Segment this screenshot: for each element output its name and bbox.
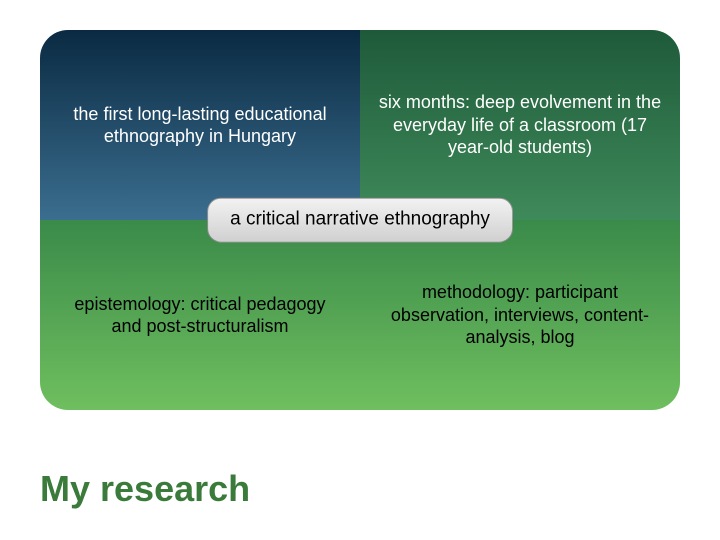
slide: the first long-lasting educational ethno… [0, 0, 720, 540]
quad-bl-text: epistemology: critical pedagogy and post… [58, 293, 342, 338]
quad-bottom-left: epistemology: critical pedagogy and post… [40, 220, 360, 410]
quad-br-text: methodology: participant observation, in… [378, 281, 662, 349]
quad-tl-text: the first long-lasting educational ethno… [58, 103, 342, 148]
quad-bottom-right: methodology: participant observation, in… [360, 220, 680, 410]
quad-top-left: the first long-lasting educational ethno… [40, 30, 360, 220]
center-text: a critical narrative ethnography [230, 209, 490, 230]
center-box: a critical narrative ethnography [207, 198, 513, 243]
slide-title: My research [40, 468, 250, 510]
quad-tr-text: six months: deep evolvement in the every… [378, 91, 662, 159]
quad-diagram: the first long-lasting educational ethno… [40, 30, 680, 410]
quad-top-right: six months: deep evolvement in the every… [360, 30, 680, 220]
